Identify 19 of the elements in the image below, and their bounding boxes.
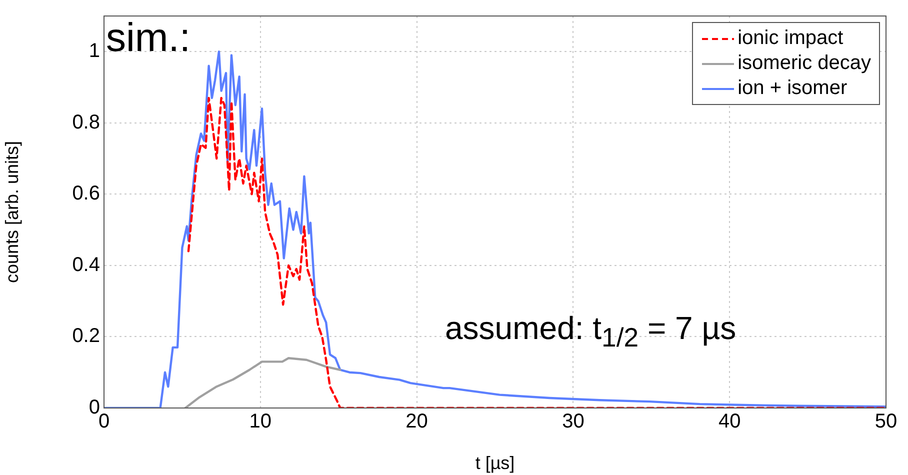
y-tick-label: 0.2: [72, 325, 100, 348]
x-tick-label: 30: [562, 410, 584, 433]
y-tick-label: 0: [88, 396, 100, 419]
x-tick-label: 10: [249, 410, 272, 433]
x-axis-title: t [µs]: [475, 453, 515, 474]
annotation: assumed: t$_{1/2}$ = 7 µs: [445, 310, 736, 352]
y-tick-label: 0.8: [72, 111, 100, 134]
legend-label: ion + isomer: [738, 76, 848, 101]
annotation: sim.:: [106, 16, 190, 60]
legend-label: isomeric decay: [738, 51, 871, 76]
y-tick-label: 0.4: [72, 254, 100, 276]
x-tick-label: 40: [718, 410, 741, 433]
x-tick-label: 20: [406, 410, 428, 433]
y-tick-label: 1: [88, 40, 100, 62]
legend-label: ionic impact: [738, 26, 844, 51]
x-tick-label: 50: [874, 410, 898, 433]
y-axis-title: counts [arb. units]: [2, 140, 22, 284]
y-tick-label: 0.6: [72, 182, 100, 205]
line-series: [187, 96, 886, 408]
